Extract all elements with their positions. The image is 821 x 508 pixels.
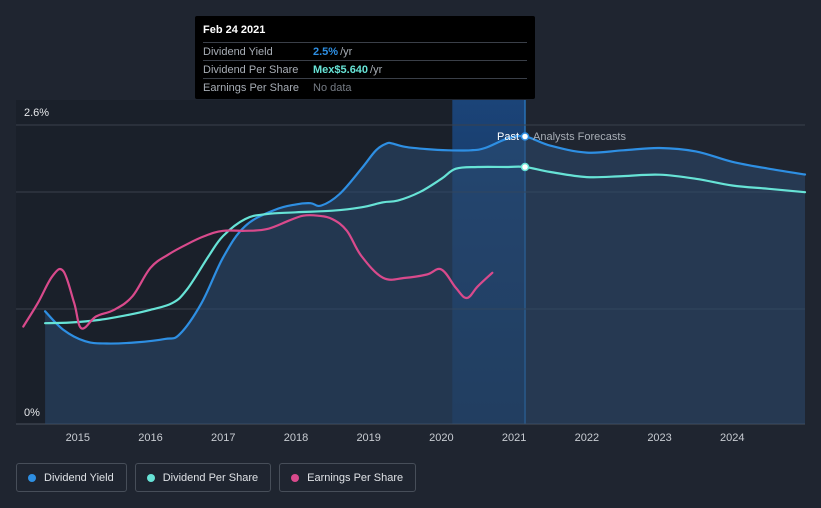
analysts-forecasts-label: Analysts Forecasts xyxy=(533,131,626,143)
legend-dot-icon xyxy=(28,473,36,482)
y-tick-label: 0% xyxy=(24,407,40,419)
tooltip-value: 2.5% xyxy=(313,45,339,58)
x-tick-label: 2023 xyxy=(647,432,671,444)
legend-dividend-yield[interactable]: Dividend Yield xyxy=(16,463,127,492)
tooltip-label: Dividend Yield xyxy=(203,45,273,58)
tooltip-value: Mex$5.640 xyxy=(313,63,369,76)
tooltip-date: Feb 24 2021 xyxy=(203,24,266,36)
tooltip-row-dividend-yield: Dividend Yield 2.5% /yr xyxy=(203,42,527,60)
dividend-chart: 2.6% 0% 2015 2016 2017 2018 2019 2020 2021 2022 20… xyxy=(16,100,807,444)
y-tick-label: 2.6% xyxy=(24,107,49,119)
legend-label: Dividend Yield xyxy=(44,471,114,484)
dividend-yield-area xyxy=(45,136,806,425)
tooltip-unit: /yr xyxy=(370,63,383,76)
earnings-per-share-line xyxy=(22,214,494,330)
tooltip-unit: /yr xyxy=(340,45,353,58)
legend-label: Earnings Per Share xyxy=(307,471,404,484)
x-tick-label: 2020 xyxy=(429,432,453,444)
legend-label: Dividend Per Share xyxy=(162,471,259,484)
dividend-per-share-line xyxy=(44,165,807,325)
x-tick-label: 2016 xyxy=(138,432,162,444)
x-tick-label: 2019 xyxy=(356,432,380,444)
x-tick-label: 2017 xyxy=(211,432,235,444)
tooltip-label: Dividend Per Share xyxy=(203,63,299,76)
legend-earnings-per-share[interactable]: Earnings Per Share xyxy=(279,463,417,492)
dividend-yield-line xyxy=(44,134,807,345)
legend-dividend-per-share[interactable]: Dividend Per Share xyxy=(134,463,272,492)
tooltip-value: No data xyxy=(313,81,352,94)
x-tick-label: 2024 xyxy=(720,432,744,444)
x-tick-label: 2021 xyxy=(502,432,526,444)
dividend-yield-marker xyxy=(520,132,530,141)
legend-dot-icon xyxy=(146,473,155,482)
x-tick-label: 2015 xyxy=(66,432,90,444)
x-tick-label: 2022 xyxy=(575,432,599,444)
chart-tooltip: Feb 24 2021 Dividend Yield 2.5% /yr Divi… xyxy=(195,16,535,99)
tooltip-row-dividend-per-share: Dividend Per Share Mex$5.640 /yr xyxy=(203,60,527,78)
legend-dot-icon xyxy=(291,473,300,482)
chart-legend: Dividend Yield Dividend Per Share Earnin… xyxy=(16,463,417,492)
dividend-per-share-marker xyxy=(520,162,530,172)
past-label: Past xyxy=(497,131,519,143)
x-tick-label: 2018 xyxy=(284,432,308,444)
tooltip-row-earnings-per-share: Earnings Per Share No data xyxy=(203,78,527,96)
tooltip-label: Earnings Per Share xyxy=(203,81,299,94)
